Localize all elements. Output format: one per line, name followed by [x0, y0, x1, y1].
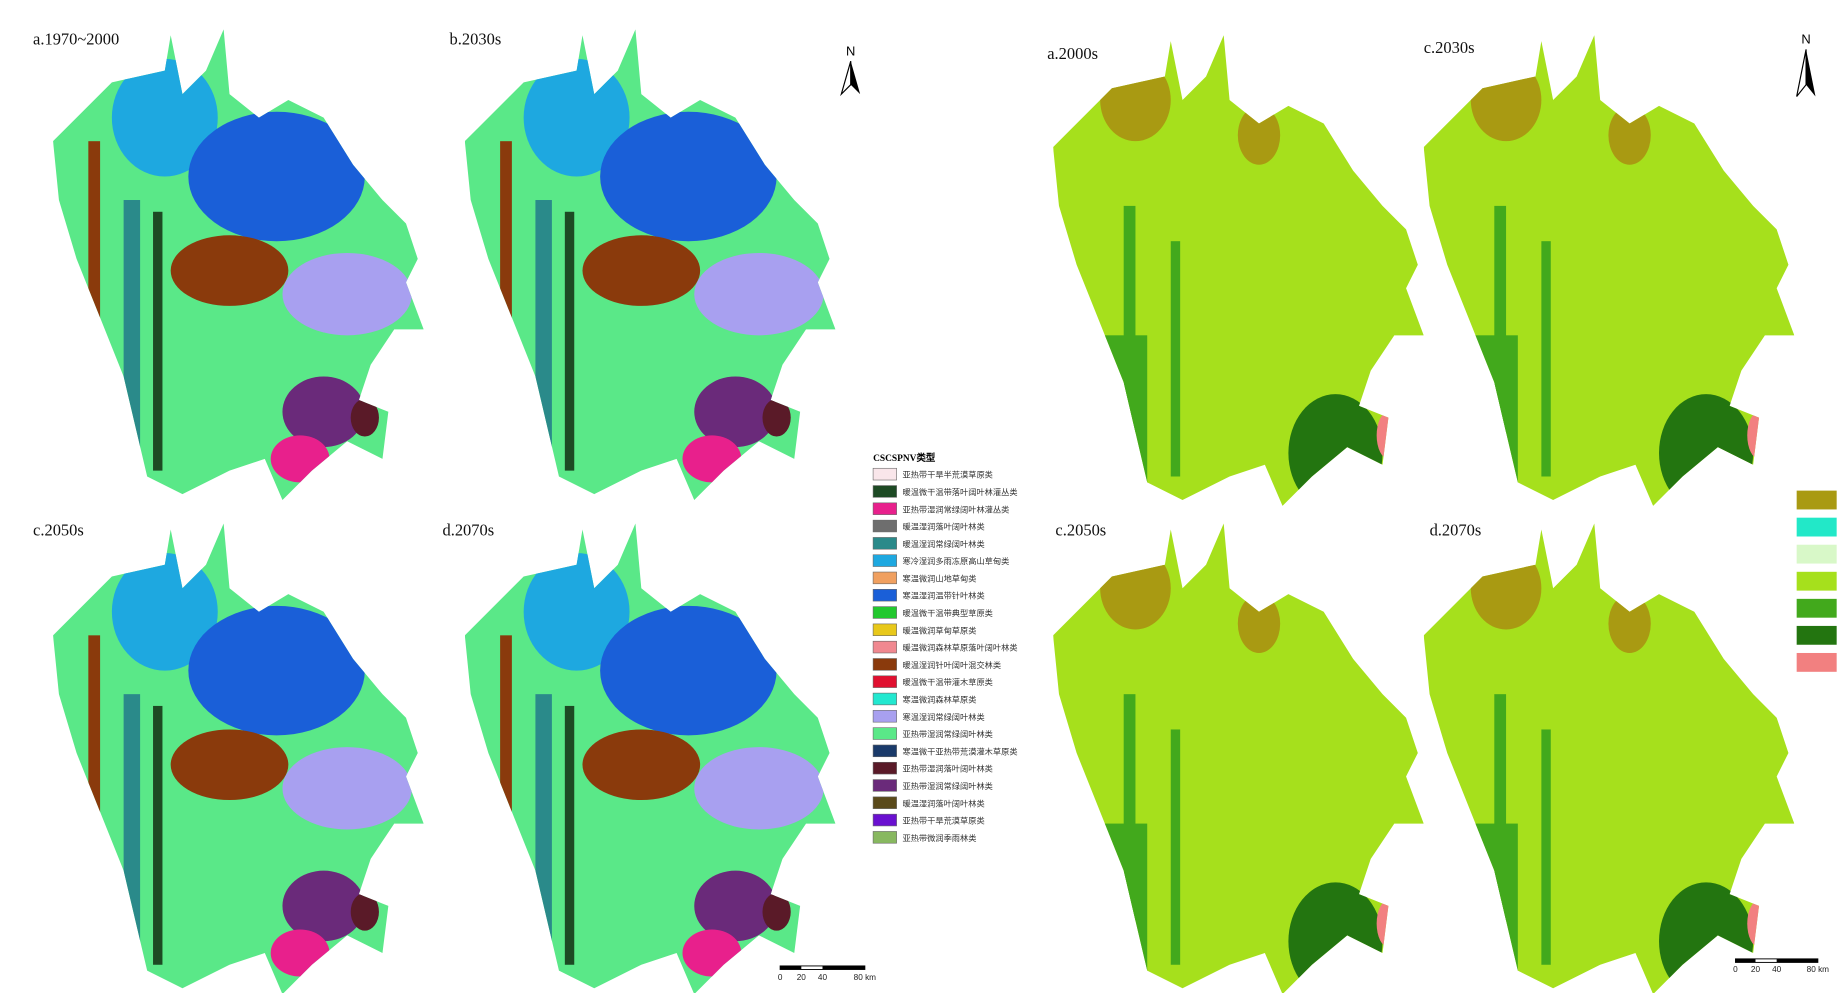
legend-label: 寒冷湿润多雨冻原高山草甸类: [902, 556, 1009, 566]
figure: a.1970~2000 b.2030s c.2050s d.2070s a.20…: [0, 0, 1845, 993]
legend-label: 寒温湿润温带针叶林类: [902, 591, 984, 601]
legend-label: 暖温湿润落叶阔叶林类: [902, 798, 984, 808]
scale-label: 40: [818, 973, 828, 982]
legend-label: 暖温微干温带落叶阔叶林灌丛类: [902, 487, 1017, 497]
north-arrow: [841, 61, 850, 94]
legend-swatch: [873, 520, 897, 532]
north-label: N: [1801, 32, 1810, 47]
legend-swatch: [1797, 572, 1837, 591]
legend-swatch: [1797, 653, 1837, 672]
legend-swatch: [1797, 626, 1837, 645]
legend-label: 寒温微润山地草甸类: [902, 573, 976, 583]
panel-label: a.1970~2000: [33, 30, 119, 49]
north-arrow: [851, 61, 860, 94]
legend-swatch: [873, 468, 897, 480]
legend-label: 寒温微干亚热带荒漠灌木草原类: [902, 746, 1017, 756]
legend-label: 亚热带干旱半荒漠草原类: [902, 470, 992, 480]
legend-swatch: [873, 572, 897, 584]
legend-label: 亚热带湿润常绿阔叶林灌丛类: [902, 504, 1009, 514]
legend-label: 暖温微润森林草原落叶阔叶林类: [902, 643, 1017, 653]
north-label: N: [846, 43, 855, 58]
legend-swatch: [873, 831, 897, 843]
scale-label: 0: [1733, 965, 1738, 974]
legend-swatch: [873, 693, 897, 705]
legend-label: 亚热带干旱荒漠草原类: [902, 816, 984, 826]
panel-label: d.2070s: [442, 520, 494, 539]
legend-swatch: [873, 676, 897, 688]
legend-label: 暖温微干温带灌木草原类: [902, 677, 992, 687]
legend-swatch: [873, 537, 897, 549]
legend-swatch: [1797, 491, 1837, 510]
legend-label: 暖温微润草甸草原类: [902, 625, 976, 635]
legend-label: 暖温微干温带典型草原类: [902, 608, 992, 618]
panel-label: d.2070s: [1430, 520, 1482, 539]
legend-swatch: [873, 503, 897, 515]
legend-label: 亚热带微润季雨林类: [902, 833, 976, 843]
legend-swatch: [873, 624, 897, 636]
legend-swatch: [873, 745, 897, 757]
legend-swatch: [873, 780, 897, 792]
panel-label: b.2030s: [450, 30, 502, 49]
legend-label: 亚热带湿润落叶阔叶林类: [902, 764, 992, 774]
legend-swatch: [873, 710, 897, 722]
scale-label: 20: [1751, 965, 1761, 974]
legend-label: 暖温湿润常绿阔叶林类: [902, 539, 984, 549]
legend-swatch: [1797, 545, 1837, 564]
legend: [1797, 491, 1837, 672]
panel-label: c.2050s: [33, 520, 84, 539]
scale-label: 0: [778, 973, 783, 982]
legend-swatch: [1797, 518, 1837, 537]
legend-label: 亚热带湿润常绿阔叶林类: [902, 781, 992, 791]
legend-swatch: [873, 607, 897, 619]
scale-label: 80 km: [1807, 965, 1830, 974]
legend-label: 亚热带湿润常绿阔叶林类: [902, 729, 992, 739]
legend-swatch: [873, 814, 897, 826]
legend-swatch: [873, 797, 897, 809]
north-arrow: [1797, 49, 1806, 96]
scale-label: 80 km: [854, 973, 877, 982]
legend-swatch: [873, 486, 897, 498]
scale-label: 20: [797, 973, 807, 982]
legend-title: CSCSPNV类型: [873, 452, 936, 464]
legend-label: 寒温湿润常绿阔叶林类: [902, 712, 984, 722]
legend-swatch: [873, 659, 897, 671]
legend-swatch: [873, 641, 897, 653]
scale-label: 40: [1772, 965, 1782, 974]
legend-label: 暖温湿润针叶阔叶混交林类: [902, 660, 1001, 670]
legend: 亚热带干旱半荒漠草原类暖温微干温带落叶阔叶林灌丛类亚热带湿润常绿阔叶林灌丛类暖温…: [873, 468, 1017, 843]
panel-label: c.2030s: [1424, 38, 1475, 57]
legend-swatch: [873, 555, 897, 567]
legend-swatch: [873, 589, 897, 601]
legend-swatch: [873, 762, 897, 774]
legend-label: 暖温湿润落叶阔叶林类: [902, 522, 984, 532]
legend-swatch: [873, 728, 897, 740]
legend-label: 寒温微润森林草原类: [902, 695, 976, 705]
panel-label: c.2050s: [1055, 520, 1106, 539]
north-arrow: [1806, 49, 1815, 96]
panel-label: a.2000s: [1047, 44, 1098, 63]
legend-swatch: [1797, 599, 1837, 618]
